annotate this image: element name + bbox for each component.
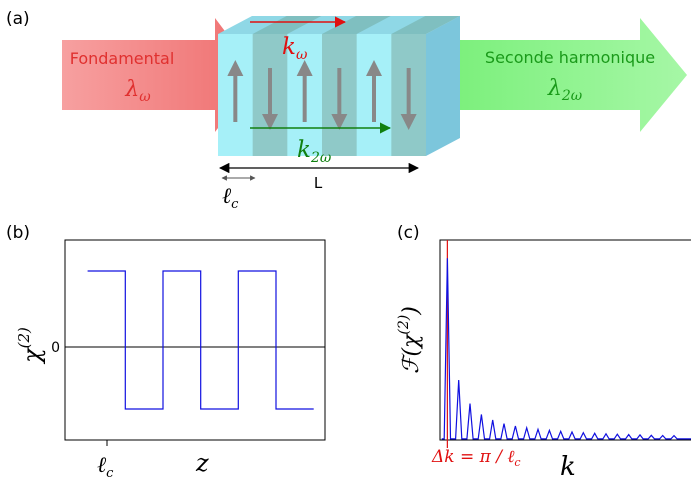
panel-b: (b) 0 χ(2) ℓc z: [6, 223, 326, 481]
panel-a: (a) Fondamental λω Seconde harmonique λ2…: [6, 9, 687, 212]
plot-c-ylabel: ℱ(χ(2)): [396, 306, 424, 374]
domain-polarization-arrows: [227, 60, 417, 130]
plot-c-frame: [439, 239, 691, 441]
harmonic-beam-arrow: [460, 18, 687, 132]
spectrum-series: [441, 258, 691, 440]
k-harmonic-label: k2ω: [297, 137, 332, 166]
harmonic-wavelength: λ2ω: [547, 76, 583, 104]
domain-stripe-top: [322, 16, 391, 34]
plot-b-ylabel: χ(2): [15, 327, 46, 365]
domain-stripe-top: [391, 16, 460, 34]
panel-c: (c) ℱ(χ(2)) Δk = π / ℓc k: [396, 223, 691, 482]
crystal-right-face: [426, 16, 460, 156]
square-wave-series: [87, 270, 314, 410]
fundamental-wavelength: λω: [124, 77, 151, 105]
k-fundamental-label: kω: [282, 34, 308, 63]
panel-a-label: (a): [6, 9, 30, 29]
svg-text:ℱ(χ(2)): ℱ(χ(2)): [396, 306, 424, 374]
svg-text:χ(2): χ(2): [15, 327, 46, 365]
length-label: L: [314, 174, 323, 192]
delta-k-annotation: Δk = π / ℓc: [431, 447, 521, 469]
plot-b-xtick-label: ℓc: [97, 453, 114, 481]
plot-b-xlabel: z: [195, 449, 209, 477]
panel-b-label: (b): [6, 223, 30, 243]
panel-c-label: (c): [397, 223, 420, 243]
domain-stripe-top: [252, 16, 322, 34]
harmonic-title: Seconde harmonique: [485, 48, 655, 67]
plot-c-xlabel: k: [560, 452, 576, 482]
plot-b-frame: [64, 239, 326, 441]
coherence-length-label: ℓc: [222, 184, 239, 212]
fundamental-title: Fondamental: [70, 49, 175, 68]
crystal-block: [218, 16, 460, 156]
fundamental-beam-arrow: [62, 18, 258, 132]
plot-b-zero-tick: 0: [51, 340, 60, 356]
